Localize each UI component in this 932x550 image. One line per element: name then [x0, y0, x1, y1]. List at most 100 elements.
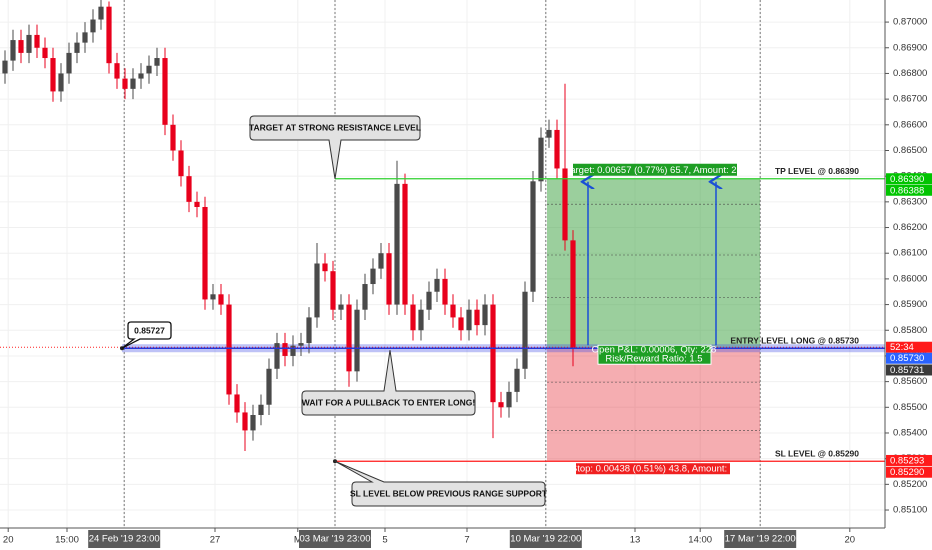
price-tag — [886, 352, 932, 364]
candle-body — [506, 391, 512, 408]
x-tick-highlight — [509, 530, 582, 548]
candle-body — [218, 294, 224, 305]
candle-body — [146, 65, 152, 74]
x-tick-highlight — [724, 530, 797, 548]
y-tick-label: 0.85500 — [893, 402, 927, 413]
y-tick-label: 0.86700 — [893, 94, 927, 105]
candle-body — [138, 73, 144, 79]
x-tick-label: 10 Mar '19 22:00 — [510, 534, 581, 545]
candle-body — [482, 304, 488, 326]
candle-body — [210, 294, 216, 300]
candle-body — [378, 253, 384, 269]
target-info-box — [573, 163, 737, 176]
candle-body — [386, 253, 392, 305]
x-tick-label: 20 — [845, 535, 856, 546]
candle-body — [402, 183, 408, 305]
candle-body — [346, 304, 352, 372]
candle-body — [290, 345, 296, 356]
candle-body — [474, 309, 480, 326]
entry-note: WAIT FOR A PULLBACK TO ENTER LONG! — [302, 397, 476, 407]
x-tick-label: 03 Mar '19 23:00 — [300, 534, 371, 545]
candle-body — [58, 73, 64, 92]
price-tag-label: 0.86388 — [890, 185, 924, 196]
candle-body — [434, 278, 440, 292]
candle-body — [442, 278, 448, 305]
candle-body — [170, 124, 176, 151]
y-tick-label: 0.85600 — [893, 376, 927, 387]
price-tag — [886, 341, 932, 353]
x-tick-label: M — [294, 535, 302, 546]
y-tick-label: 0.87000 — [893, 17, 927, 28]
y-tick-label: 0.86000 — [893, 273, 927, 284]
candle-body — [546, 129, 552, 138]
candle-body — [26, 34, 32, 53]
candle-body — [562, 168, 568, 241]
candle-body — [306, 317, 312, 344]
y-tick-label: 0.85400 — [893, 427, 927, 438]
candle-body — [154, 58, 160, 66]
candle-body — [2, 60, 8, 74]
x-tick-label: 13 — [630, 535, 641, 546]
price-tag — [886, 173, 932, 185]
candle-body — [226, 304, 232, 395]
candle-body — [90, 19, 96, 33]
target-note-box — [249, 115, 421, 179]
candle-body — [186, 176, 192, 202]
candle-body — [18, 40, 24, 53]
candle-body — [298, 343, 304, 346]
candle-body — [98, 6, 104, 20]
sl-level-label: SL LEVEL @ 0.85290 — [775, 448, 859, 458]
candle-body — [458, 317, 464, 331]
y-tick-label: 0.86500 — [893, 145, 927, 156]
candle-body — [538, 137, 544, 182]
candle-body — [130, 78, 136, 89]
stop-note: SL LEVEL BELOW PREVIOUS RANGE SUPPORT — [350, 488, 548, 498]
price-tag — [886, 184, 932, 196]
candle-body — [450, 304, 456, 318]
y-tick-label: 0.85200 — [893, 479, 927, 490]
candle-body — [162, 58, 168, 125]
candle-body — [274, 343, 280, 369]
candle-body — [50, 58, 56, 92]
rr-info: Risk/Reward Ratio: 1.5 — [605, 354, 702, 365]
price-tag — [886, 364, 932, 376]
candle-body — [362, 284, 368, 310]
candle-body — [338, 304, 344, 310]
candle-body — [202, 206, 208, 300]
x-tick-label: 7 — [464, 535, 469, 546]
candle-body — [74, 42, 80, 53]
candle-body — [114, 63, 120, 79]
candle-body — [426, 291, 432, 310]
x-tick-label: 20 — [3, 535, 14, 546]
x-tick-label: 24 Feb '19 23:00 — [89, 534, 160, 545]
candle-body — [394, 183, 400, 305]
candle-body — [530, 181, 536, 292]
price-tag-label: 0.85730 — [890, 353, 924, 364]
candle-body — [178, 150, 184, 177]
candle-body — [258, 404, 264, 416]
tp-level-label: TP LEVEL @ 0.86390 — [775, 166, 859, 176]
y-tick-label: 0.86100 — [893, 248, 927, 259]
target-info: Target: 0.00657 (0.77%) 65.7, Amount: 2.… — [565, 165, 744, 176]
candle-body — [194, 201, 200, 207]
pnl-info-box — [597, 344, 712, 365]
candle-body — [122, 78, 128, 89]
price-tag — [886, 466, 932, 478]
y-tick-label: 0.86300 — [893, 196, 927, 207]
entry-level-label: ENTRY LEVEL LONG @ 0.85730 — [730, 335, 859, 345]
stop-note-box — [334, 460, 546, 507]
candle-body — [242, 412, 248, 431]
entry-callout: 0.85727 — [134, 325, 165, 335]
candle-body — [282, 343, 288, 356]
candle-body — [570, 240, 576, 349]
loss-zone — [547, 348, 760, 462]
candle-body — [498, 402, 504, 408]
candle-body — [66, 52, 72, 74]
candle-body — [490, 304, 496, 403]
candle-body — [34, 34, 40, 48]
price-tag-label: 0.86390 — [890, 174, 924, 185]
x-tick-label: 27 — [210, 535, 221, 546]
price-tag-label: 0.85293 — [890, 455, 924, 466]
